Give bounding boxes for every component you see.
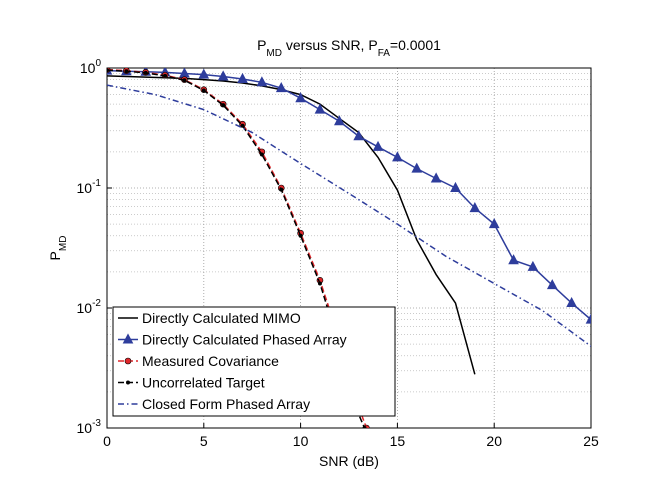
y-tick-label: 10-1 <box>77 178 102 196</box>
chart-title-part: MD <box>266 48 282 59</box>
marker <box>430 172 442 183</box>
marker <box>256 76 268 87</box>
marker <box>585 313 591 324</box>
legend-label: Closed Form Phased Array <box>142 396 310 412</box>
marker <box>240 123 245 128</box>
x-tick-label: 0 <box>103 433 111 449</box>
y-axis-label: PMD <box>47 236 69 261</box>
y-tick-label: 10-3 <box>77 418 102 436</box>
legend-box <box>112 306 396 417</box>
series <box>107 75 476 375</box>
y-tick-label: 10-2 <box>77 298 102 316</box>
legend-label: Directly Calculated MIMO <box>142 310 301 326</box>
marker <box>275 82 287 93</box>
marker <box>566 296 577 308</box>
marker <box>124 69 129 74</box>
marker <box>488 218 500 229</box>
marker <box>314 103 326 114</box>
y-axis-label-part: P <box>47 251 63 260</box>
x-tick-label: 15 <box>390 433 406 449</box>
legend-label: Uncorrelated Target <box>142 375 265 391</box>
x-tick-label: 5 <box>200 433 208 449</box>
marker <box>163 73 168 78</box>
legend-label: Measured Covariance <box>142 353 279 369</box>
marker <box>372 140 384 151</box>
marker <box>450 181 461 192</box>
marker <box>295 92 306 103</box>
marker <box>201 88 206 93</box>
marker <box>333 115 345 126</box>
chart-title-part: =0.0001 <box>390 37 441 53</box>
marker <box>182 78 187 83</box>
series <box>107 84 591 347</box>
marker <box>217 70 229 81</box>
chart-title-part: versus SNR, P <box>282 37 378 53</box>
marker <box>143 70 148 75</box>
x-tick-label: 20 <box>486 433 502 449</box>
marker <box>527 260 539 271</box>
marker <box>469 202 481 213</box>
marker <box>508 254 519 265</box>
marker <box>126 380 130 385</box>
chart-title-part: P <box>257 37 266 53</box>
x-tick-label: 25 <box>583 433 599 449</box>
marker <box>317 281 322 286</box>
marker <box>107 68 109 73</box>
marker <box>237 72 248 83</box>
marker <box>221 103 226 108</box>
marker <box>124 357 132 365</box>
chart-title: PMD versus SNR, PFA=0.0001 <box>257 37 441 59</box>
marker <box>279 187 284 192</box>
marker <box>259 152 264 157</box>
series-line <box>107 75 476 375</box>
legend-label: Directly Calculated Phased Array <box>142 332 347 348</box>
y-axis-label-part: MD <box>58 236 69 252</box>
marker <box>298 233 303 238</box>
x-tick-label: 10 <box>293 433 309 449</box>
marker <box>353 130 365 141</box>
marker <box>198 68 210 79</box>
marker <box>392 151 403 162</box>
marker <box>411 162 423 173</box>
series-line <box>107 84 591 347</box>
x-axis-label: SNR (dB) <box>319 453 379 469</box>
marker <box>122 333 134 344</box>
marker <box>546 279 558 290</box>
plot-frame <box>106 67 592 429</box>
chart-title-part: FA <box>378 48 391 59</box>
marker <box>362 426 367 428</box>
y-tick-label: 100 <box>80 58 102 76</box>
